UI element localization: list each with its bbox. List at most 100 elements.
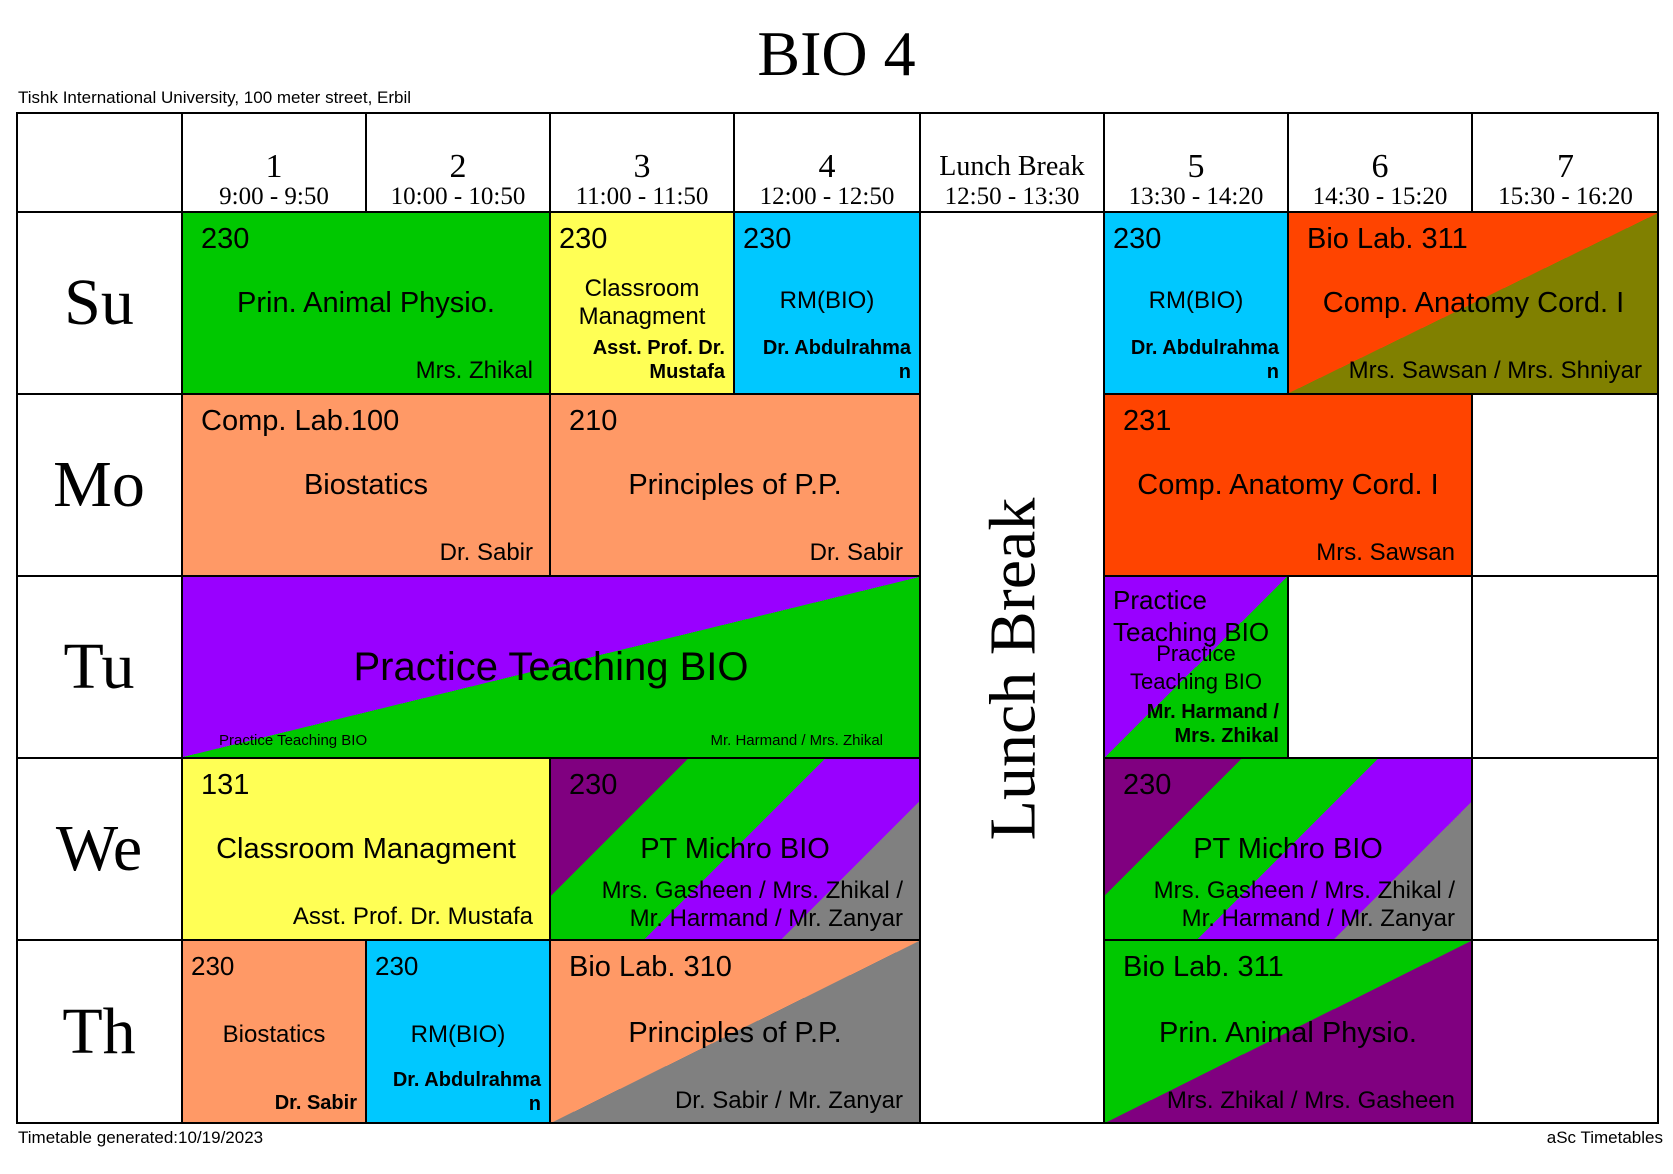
lesson-teacher-line2: n xyxy=(898,361,911,383)
lesson-teacher-line1: Dr. Abdulrahma xyxy=(762,337,911,359)
period-time: 12:00 - 12:50 xyxy=(759,183,895,210)
day-label-th: Th xyxy=(16,940,182,1124)
period-header-3: 3 11:00 - 11:50 xyxy=(550,112,734,212)
period-time: 10:00 - 10:50 xyxy=(390,183,526,210)
lesson-room: Bio Lab. 311 xyxy=(1123,951,1284,983)
lesson-subject-a-line2: Teaching BIO xyxy=(1113,617,1270,647)
lesson-we-5[interactable]: 230 PT Michro BIO Mrs. Gasheen / Mrs. Zh… xyxy=(1104,758,1472,940)
lesson-room: 230 xyxy=(743,223,792,255)
period-time: 14:30 - 15:20 xyxy=(1312,183,1448,210)
lesson-teacher: Dr. Sabir / Mr. Zanyar xyxy=(674,1087,903,1114)
period-number: 7 xyxy=(1557,148,1574,185)
period-number: 2 xyxy=(449,148,467,185)
period-header-7: 7 15:30 - 16:20 xyxy=(1472,112,1659,212)
day-label-mo: Mo xyxy=(16,394,182,576)
empty-cell xyxy=(1472,940,1659,1124)
lesson-room: 230 xyxy=(569,769,618,801)
lesson-subject: Comp. Anatomy Cord. I xyxy=(1137,469,1439,501)
empty-cell xyxy=(1472,576,1659,758)
lesson-su-1[interactable]: 230 Prin. Animal Physio. Mrs. Zhikal xyxy=(182,212,550,394)
period-time: 12:50 - 13:30 xyxy=(944,183,1080,210)
timetable-title: BIO 4 xyxy=(757,18,916,89)
lesson-tu-5[interactable]: Practice Teaching BIO Practice Teaching … xyxy=(1104,576,1288,758)
lesson-th-1[interactable]: 230 Biostatics Dr. Sabir xyxy=(182,940,366,1124)
lesson-teacher-line1: Asst. Prof. Dr. xyxy=(592,337,725,359)
lesson-teacher: Mrs. Sawsan / Mrs. Shniyar xyxy=(1348,357,1642,384)
lesson-teacher-line2: Mrs. Zhikal xyxy=(1174,725,1279,747)
lesson-we-1[interactable]: 131 Classroom Managment Asst. Prof. Dr. … xyxy=(182,758,550,940)
lesson-room: 210 xyxy=(569,405,618,437)
lesson-subject-b-line2: Teaching BIO xyxy=(1129,669,1263,694)
lesson-subject: Practice Teaching BIO xyxy=(353,645,749,689)
period-header-2: 2 10:00 - 10:50 xyxy=(366,112,550,212)
lesson-teacher-line1: Dr. Abdulrahma xyxy=(1130,337,1279,359)
empty-cell xyxy=(1472,758,1659,940)
lesson-we-3[interactable]: 230 PT Michro BIO Mrs. Gasheen / Mrs. Zh… xyxy=(550,758,920,940)
lesson-teacher-line1: Mr. Harmand / xyxy=(1146,701,1279,723)
lesson-room: 230 xyxy=(1113,223,1162,255)
lesson-teacher: Dr. Sabir xyxy=(439,539,533,566)
lesson-th-3[interactable]: Bio Lab. 310 Principles of P.P. Dr. Sabi… xyxy=(550,940,920,1124)
day-label-su: Su xyxy=(16,212,182,394)
lesson-th-5[interactable]: Bio Lab. 311 Prin. Animal Physio. Mrs. Z… xyxy=(1104,940,1472,1124)
lesson-subject: Prin. Animal Physio. xyxy=(237,287,495,319)
lesson-tu-1[interactable]: Practice Teaching BIO Practice Teaching … xyxy=(182,576,920,758)
lesson-room: 230 xyxy=(559,223,608,255)
lesson-subject: RM(BIO) xyxy=(410,1021,506,1048)
period-header-lunch: Lunch Break 12:50 - 13:30 xyxy=(920,112,1104,212)
period-number: Lunch Break xyxy=(939,151,1085,182)
lesson-room: 230 xyxy=(1123,769,1172,801)
lesson-teacher-line1: Mrs. Gasheen / Mrs. Zhikal / xyxy=(601,877,903,904)
lesson-th-2[interactable]: 230 RM(BIO) Dr. Abdulrahma n xyxy=(366,940,550,1124)
lesson-teacher: Mrs. Zhikal xyxy=(415,357,533,384)
software-brand: aSc Timetables xyxy=(1546,1128,1663,1147)
lesson-teacher-line2: Mr. Harmand / Mr. Zanyar xyxy=(629,905,903,932)
lesson-teacher-line2: Mustafa xyxy=(649,361,725,383)
lesson-teacher-line2: n xyxy=(1266,361,1279,383)
empty-cell xyxy=(1472,394,1659,576)
lesson-teacher: Mrs. Zhikal / Mrs. Gasheen xyxy=(1166,1087,1455,1114)
lesson-subject: Principles of P.P. xyxy=(628,1017,842,1049)
lesson-mo-5[interactable]: 231 Comp. Anatomy Cord. I Mrs. Sawsan xyxy=(1104,394,1472,576)
lesson-subject: PT Michro BIO xyxy=(640,833,830,865)
lesson-subject: Principles of P.P. xyxy=(628,469,842,501)
lesson-room: 230 xyxy=(191,951,235,981)
lesson-subject: RM(BIO) xyxy=(779,287,875,314)
lesson-subject-line1: Classroom xyxy=(584,275,700,302)
lunch-break-column: Lunch Break xyxy=(920,212,1104,1124)
lesson-subject: Prin. Animal Physio. xyxy=(1159,1017,1417,1049)
period-time: 15:30 - 16:20 xyxy=(1498,183,1633,210)
period-number: 6 xyxy=(1371,148,1389,185)
generated-date: Timetable generated:10/19/2023 xyxy=(18,1128,264,1147)
period-header-1: 1 9:00 - 9:50 xyxy=(182,112,366,212)
lesson-mo-1[interactable]: Comp. Lab.100 Biostatics Dr. Sabir xyxy=(182,394,550,576)
lesson-su-3[interactable]: 230 Classroom Managment Asst. Prof. Dr. … xyxy=(550,212,734,394)
lesson-mo-3[interactable]: 210 Principles of P.P. Dr. Sabir xyxy=(550,394,920,576)
lesson-room: 131 xyxy=(201,769,250,801)
school-address: Tishk International University, 100 mete… xyxy=(18,88,412,107)
lesson-teacher: Asst. Prof. Dr. Mustafa xyxy=(292,903,533,930)
day-label-we: We xyxy=(16,758,182,940)
lesson-subject: Comp. Anatomy Cord. I xyxy=(1322,287,1625,319)
lesson-subject: PT Michro BIO xyxy=(1193,833,1383,865)
lesson-room: 231 xyxy=(1123,405,1172,437)
lesson-room: 230 xyxy=(375,951,419,981)
lesson-su-6[interactable]: Bio Lab. 311 Comp. Anatomy Cord. I Mrs. … xyxy=(1288,212,1659,394)
period-number: 3 xyxy=(633,148,651,185)
lesson-room: 230 xyxy=(201,223,250,255)
period-header-4: 4 12:00 - 12:50 xyxy=(734,112,920,212)
lesson-teacher-line1: Mrs. Gasheen / Mrs. Zhikal / xyxy=(1153,877,1455,904)
corner-cell xyxy=(16,112,182,212)
lesson-room: Comp. Lab.100 xyxy=(201,405,400,437)
lesson-subject: Classroom Managment xyxy=(216,833,516,865)
lesson-subject: RM(BIO) xyxy=(1148,287,1244,314)
lesson-su-4[interactable]: 230 RM(BIO) Dr. Abdulrahma n xyxy=(734,212,920,394)
lesson-note-right: Mr. Harmand / Mrs. Zhikal xyxy=(710,732,883,749)
period-header-6: 6 14:30 - 15:20 xyxy=(1288,112,1472,212)
period-number: 1 xyxy=(265,148,283,185)
period-time: 13:30 - 14:20 xyxy=(1128,183,1264,210)
lesson-note-left: Practice Teaching BIO xyxy=(219,732,368,749)
lesson-su-5[interactable]: 230 RM(BIO) Dr. Abdulrahma n xyxy=(1104,212,1288,394)
lesson-teacher: Mrs. Sawsan xyxy=(1316,539,1455,566)
empty-cell xyxy=(1288,576,1472,758)
